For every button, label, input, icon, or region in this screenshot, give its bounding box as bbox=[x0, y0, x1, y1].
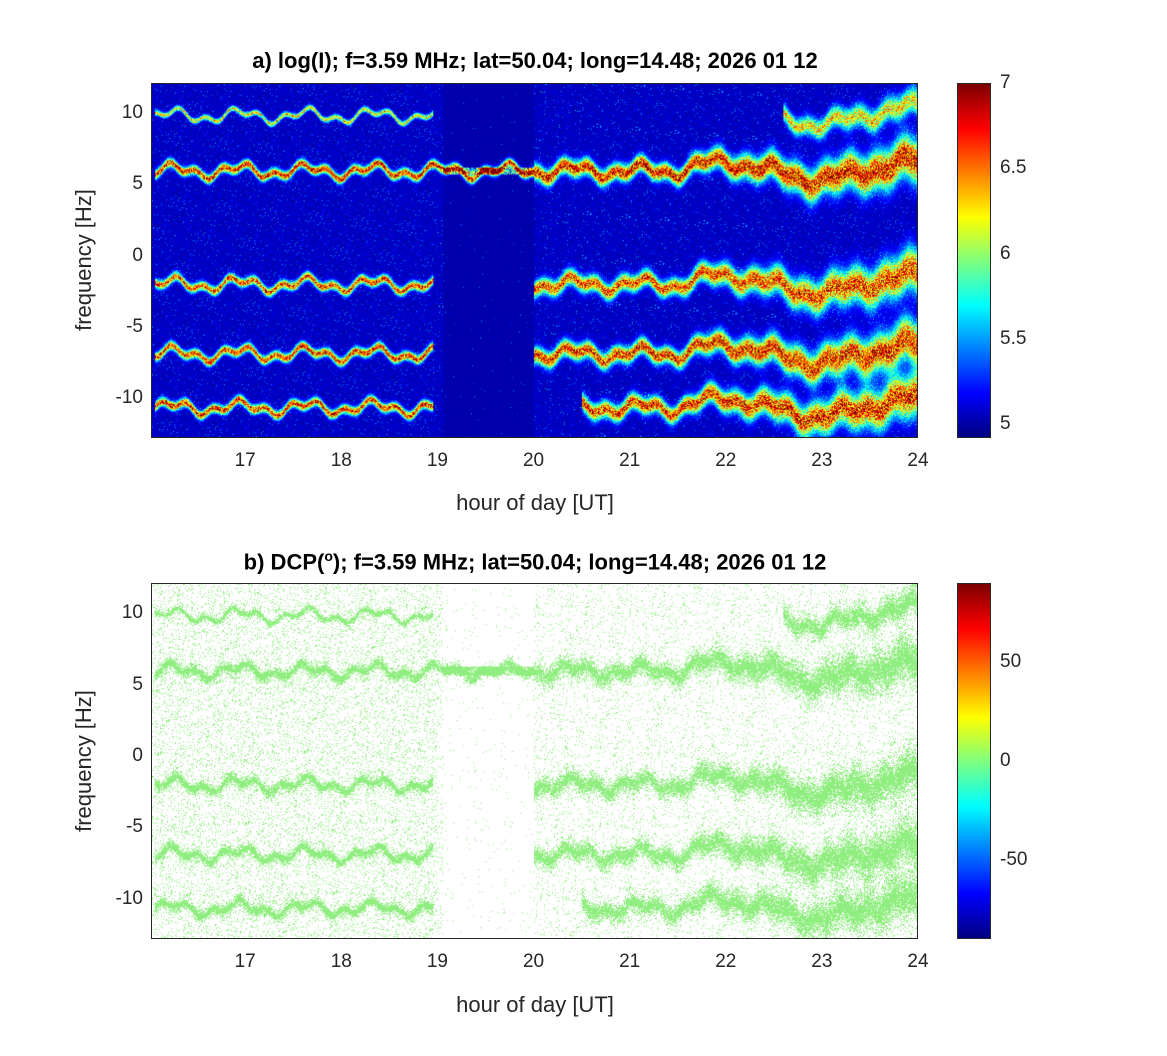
panel-a-spectrogram bbox=[151, 83, 918, 438]
colorbar-tick-label: 50 bbox=[1000, 651, 1022, 673]
colorbar-tick-label: -50 bbox=[1000, 848, 1028, 870]
y-tick-label: 0 bbox=[132, 744, 143, 766]
x-tick-label: 21 bbox=[619, 450, 641, 471]
x-tick-label: 19 bbox=[426, 951, 448, 972]
panel-b-title-suffix: ); f=3.59 MHz; lat=50.04; long=14.48; 20… bbox=[332, 549, 827, 575]
panel-a-xlabel: hour of day [UT] bbox=[456, 490, 614, 515]
x-tick-label: 22 bbox=[715, 450, 737, 471]
y-tick-label: -5 bbox=[126, 816, 143, 838]
y-tick-label: -5 bbox=[126, 315, 143, 337]
x-tick-label: 23 bbox=[811, 450, 833, 471]
y-tick-label: 5 bbox=[132, 173, 143, 195]
x-tick-label: 24 bbox=[907, 951, 929, 972]
panel-b-colorbar bbox=[957, 583, 991, 939]
y-tick-label: 0 bbox=[132, 244, 143, 266]
y-tick-label: 5 bbox=[132, 673, 143, 695]
x-tick-label: 20 bbox=[522, 450, 545, 471]
x-tick-label: 20 bbox=[522, 951, 545, 972]
degree-sup: o bbox=[324, 548, 333, 564]
colorbar-tick-label: 5.5 bbox=[1000, 328, 1027, 349]
x-tick-label: 18 bbox=[330, 951, 352, 972]
y-tick-label: -10 bbox=[115, 387, 143, 409]
colorbar-tick-label: 5 bbox=[1000, 413, 1011, 435]
panel-b-spectrogram bbox=[151, 583, 918, 939]
colorbar-tick-label: 7 bbox=[1000, 72, 1011, 93]
panel-a-colorbar bbox=[957, 83, 991, 438]
y-tick-label: 10 bbox=[121, 101, 143, 123]
x-tick-label: 18 bbox=[330, 450, 352, 471]
x-tick-label: 17 bbox=[234, 450, 256, 471]
colorbar-tick-label: 0 bbox=[1000, 750, 1011, 771]
x-tick-label: 19 bbox=[426, 450, 448, 471]
panel-a-ylabel: frequency [Hz] bbox=[71, 189, 96, 331]
panel-b-title-prefix: b) DCP( bbox=[243, 549, 325, 575]
x-tick-label: 17 bbox=[234, 951, 256, 972]
panel-b-title: b) DCP(o); f=3.59 MHz; lat=50.04; long=1… bbox=[244, 548, 827, 575]
x-tick-label: 21 bbox=[619, 951, 641, 972]
y-tick-label: 10 bbox=[121, 602, 143, 624]
y-tick-label: -10 bbox=[115, 887, 143, 909]
x-tick-label: 22 bbox=[715, 951, 737, 972]
colorbar-tick-label: 6.5 bbox=[1000, 157, 1027, 179]
panel-b-xlabel: hour of day [UT] bbox=[456, 992, 614, 1017]
panel-b-ylabel: frequency [Hz] bbox=[71, 690, 96, 832]
x-tick-label: 24 bbox=[907, 450, 929, 471]
x-tick-label: 23 bbox=[811, 951, 833, 972]
colorbar-tick-label: 6 bbox=[1000, 242, 1011, 264]
panel-a-title: a) log(I); f=3.59 MHz; lat=50.04; long=1… bbox=[252, 48, 818, 73]
